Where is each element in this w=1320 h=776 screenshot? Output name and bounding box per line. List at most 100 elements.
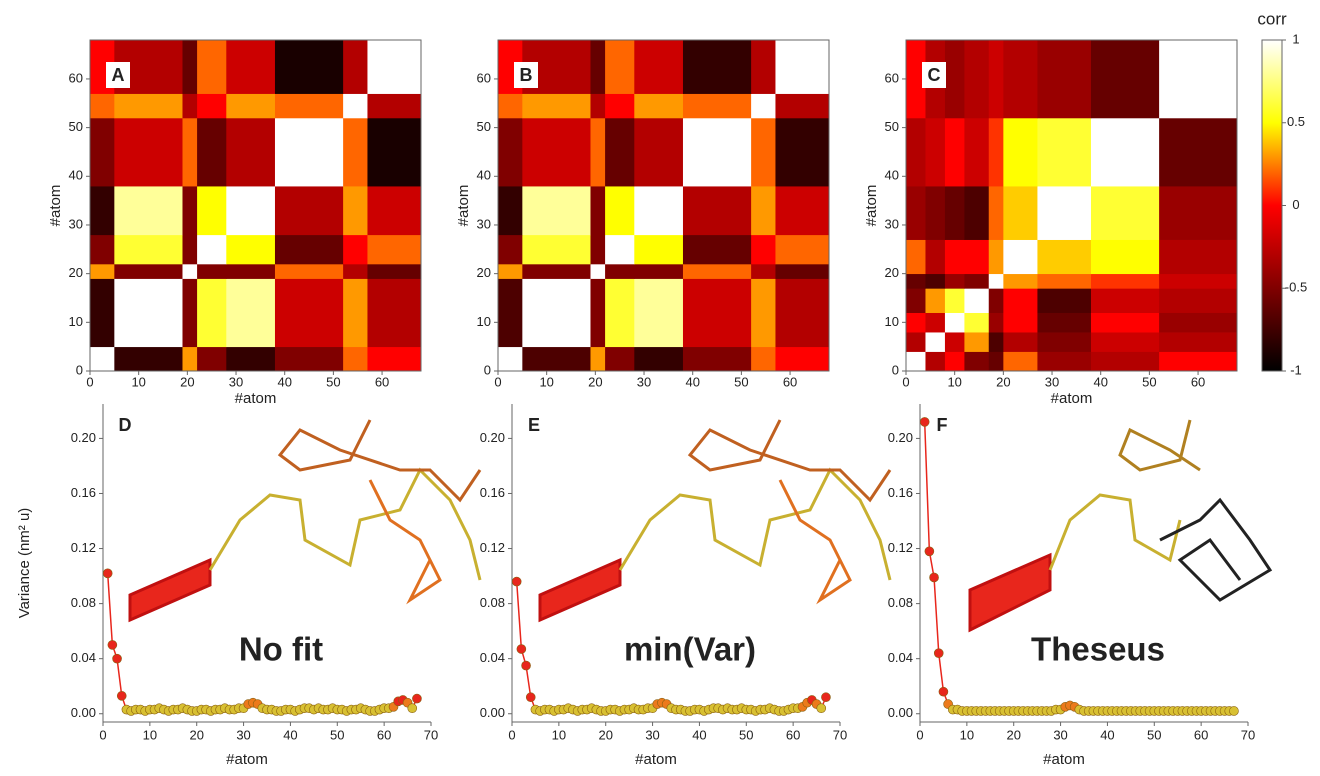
y-axis-label: #atom bbox=[47, 185, 64, 227]
y-tick-label: 0 bbox=[76, 362, 83, 377]
heatmap-cell bbox=[590, 117, 606, 187]
heatmap-cell bbox=[114, 346, 183, 372]
heatmap-cell bbox=[498, 117, 523, 187]
x-tick-label: 10 bbox=[131, 374, 145, 389]
heatmap-cell bbox=[343, 117, 368, 187]
heatmap-cell bbox=[1159, 273, 1238, 289]
heatmap-cell bbox=[906, 273, 926, 289]
heatmap-cell bbox=[182, 186, 198, 236]
heatmap-cell bbox=[1037, 273, 1092, 289]
data-point bbox=[929, 572, 939, 583]
heatmap-cell bbox=[1090, 351, 1160, 372]
heatmap-cell bbox=[367, 263, 422, 279]
heatmap-cell bbox=[1003, 312, 1038, 333]
heatmap-cell bbox=[906, 312, 926, 333]
x-tick-label: 40 bbox=[692, 727, 706, 742]
heatmap-cell bbox=[988, 40, 1004, 119]
heatmap-cell bbox=[634, 40, 684, 94]
y-tick-label: 10 bbox=[477, 314, 491, 329]
heatmap-cell bbox=[1003, 273, 1038, 289]
heatmap-cell bbox=[775, 278, 830, 348]
x-tick-label: 20 bbox=[1006, 727, 1020, 742]
heatmap-cell bbox=[988, 117, 1004, 187]
heatmap-cell bbox=[775, 263, 830, 279]
y-tick-label: 50 bbox=[477, 119, 491, 134]
x-tick-label: 60 bbox=[375, 374, 389, 389]
heatmap-cell bbox=[1003, 239, 1038, 275]
heatmap-cell bbox=[751, 40, 776, 94]
heatmap-cell bbox=[1037, 351, 1092, 372]
heatmap-cell bbox=[944, 332, 965, 352]
heatmap-cell bbox=[964, 239, 990, 275]
heatmap-cell bbox=[226, 234, 276, 265]
heatmap-cell bbox=[634, 278, 684, 348]
heatmap-cell bbox=[590, 346, 606, 372]
heatmap-cell bbox=[964, 351, 990, 372]
heatmap-cell bbox=[1090, 186, 1160, 240]
heatmap-cell bbox=[226, 40, 276, 94]
heatmap-cell bbox=[1159, 332, 1238, 352]
data-point bbox=[919, 417, 930, 427]
x-axis-label: #atom bbox=[226, 751, 268, 768]
heatmap-cell bbox=[274, 93, 344, 119]
y-tick-label: 0.00 bbox=[480, 705, 505, 720]
data-point bbox=[521, 660, 531, 671]
data-point bbox=[511, 576, 522, 587]
annotation: min(Var) bbox=[624, 631, 756, 668]
heatmap-cell bbox=[682, 93, 752, 119]
heatmap-cell bbox=[988, 312, 1004, 333]
heatmap-cell bbox=[522, 278, 591, 348]
heatmap-cell bbox=[1090, 332, 1160, 352]
heatmap-cell bbox=[964, 288, 990, 313]
heatmap-cell bbox=[944, 117, 965, 187]
heatmap-cell bbox=[590, 93, 606, 119]
heatmap-cell bbox=[605, 263, 635, 279]
heatmap-cell bbox=[367, 93, 422, 119]
heatmap-cell bbox=[197, 93, 227, 119]
colorbar-tick-label: 1 bbox=[1292, 31, 1299, 46]
y-axis-label: #atom bbox=[455, 185, 472, 227]
heatmap-cell bbox=[197, 263, 227, 279]
colorbar-title: corr bbox=[1257, 9, 1287, 28]
heatmap-cell bbox=[498, 93, 523, 119]
heatmap-cell bbox=[1090, 273, 1160, 289]
heatmap-cell bbox=[634, 263, 684, 279]
heatmap-cell bbox=[226, 117, 276, 187]
data-point bbox=[116, 691, 127, 701]
heatmap-cell bbox=[944, 351, 965, 372]
y-tick-label: 40 bbox=[477, 168, 491, 183]
heatmap-cell bbox=[590, 263, 606, 279]
y-tick-label: 0.08 bbox=[71, 595, 96, 610]
heatmap-cell bbox=[343, 234, 368, 265]
heatmap-cell bbox=[90, 234, 115, 265]
heatmap-cell bbox=[274, 186, 344, 236]
heatmap-cell bbox=[1003, 332, 1038, 352]
heatmap-cell bbox=[634, 346, 684, 372]
heatmap-cell bbox=[590, 40, 606, 94]
y-tick-label: 0.00 bbox=[888, 705, 913, 720]
heatmap-cell bbox=[682, 346, 752, 372]
heatmap-cell bbox=[682, 40, 752, 94]
axes bbox=[511, 404, 840, 723]
heatmap-cell bbox=[226, 278, 276, 348]
y-tick-label: 0.12 bbox=[71, 540, 96, 555]
data-point bbox=[102, 568, 113, 579]
x-tick-label: 60 bbox=[786, 727, 800, 742]
heatmap-cell bbox=[751, 117, 776, 187]
heatmap-cell bbox=[906, 332, 926, 352]
heatmap-cell bbox=[367, 346, 422, 372]
heatmap-cell bbox=[90, 186, 115, 236]
x-tick-label: 30 bbox=[1045, 374, 1059, 389]
x-tick-label: 50 bbox=[739, 727, 753, 742]
heatmap-cell bbox=[182, 93, 198, 119]
x-tick-label: 60 bbox=[377, 727, 391, 742]
heatmap-cell bbox=[964, 312, 990, 333]
data-point bbox=[924, 546, 935, 557]
annotation: No fit bbox=[239, 631, 323, 668]
heatmap-cell bbox=[906, 186, 926, 240]
heatmap-cell bbox=[605, 93, 635, 119]
x-axis-label: #atom bbox=[635, 751, 677, 768]
heatmap-cell bbox=[682, 186, 752, 236]
y-tick-label: 60 bbox=[885, 70, 899, 85]
heatmap-cell bbox=[590, 278, 606, 348]
